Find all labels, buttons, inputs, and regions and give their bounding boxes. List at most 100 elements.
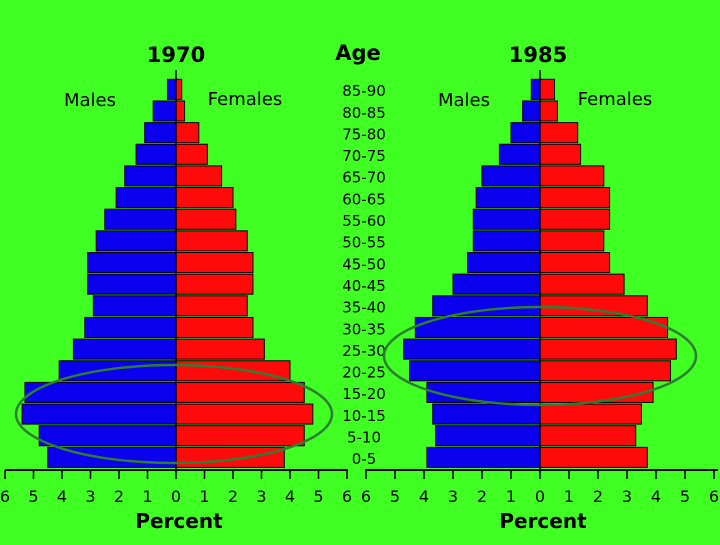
x-tick-label: 3 xyxy=(256,487,266,506)
bar-female-55-60 xyxy=(175,208,237,230)
x-tick-label: 1 xyxy=(142,487,152,506)
x-tick-label: 3 xyxy=(622,487,632,506)
x-tick-label: 5 xyxy=(28,487,38,506)
bar-male-30-35 xyxy=(84,316,177,339)
bar-male-50-55 xyxy=(95,230,177,252)
bar-female-50-55 xyxy=(539,230,605,252)
age-label-25-30: 25-30 xyxy=(342,342,386,360)
x-tick-label: 5 xyxy=(680,487,690,506)
bar-female-5-10 xyxy=(539,425,637,447)
x-axis-title: Percent xyxy=(135,509,223,533)
highlight-ellipse xyxy=(14,363,334,465)
bar-female-35-40 xyxy=(175,295,248,317)
bar-female-85-90 xyxy=(539,78,555,100)
x-tick-label: 4 xyxy=(651,487,661,506)
age-label-10-15: 10-15 xyxy=(342,407,386,425)
age-label-85-90: 85-90 xyxy=(342,82,386,100)
bar-male-55-60 xyxy=(472,208,541,230)
x-tick-label: 4 xyxy=(285,487,295,506)
bar-male-20-25 xyxy=(58,360,177,382)
x-tick-label: 4 xyxy=(57,487,67,506)
bar-female-60-65 xyxy=(539,187,611,209)
bar-female-70-75 xyxy=(175,143,208,165)
age-label-35-40: 35-40 xyxy=(342,299,386,317)
bar-female-80-85 xyxy=(539,100,558,122)
bar-male-5-10 xyxy=(38,425,177,447)
bar-male-80-85 xyxy=(522,100,541,122)
bar-female-35-40 xyxy=(539,295,648,317)
x-tick-label: 2 xyxy=(477,487,487,506)
bar-male-65-70 xyxy=(481,165,541,187)
bar-female-50-55 xyxy=(175,230,248,252)
bar-male-35-40 xyxy=(432,295,541,317)
bar-male-10-15 xyxy=(432,403,541,425)
bar-male-60-65 xyxy=(115,187,177,209)
bar-male-70-75 xyxy=(498,143,541,165)
age-label-30-35: 30-35 xyxy=(342,320,386,338)
bar-female-70-75 xyxy=(539,143,582,165)
bar-male-10-15 xyxy=(21,403,177,425)
x-axis-title: Percent xyxy=(499,509,587,533)
x-tick-label: 0 xyxy=(535,487,545,506)
x-tick-label: 6 xyxy=(709,487,719,506)
bar-female-80-85 xyxy=(175,100,186,122)
x-tick-label: 1 xyxy=(564,487,574,506)
bar-female-75-80 xyxy=(539,122,579,144)
bar-male-35-40 xyxy=(92,295,177,317)
bar-male-40-45 xyxy=(452,273,541,295)
bar-female-65-70 xyxy=(175,165,223,187)
age-label-60-65: 60-65 xyxy=(342,190,386,208)
bar-female-60-65 xyxy=(175,187,234,209)
x-tick-label: 1 xyxy=(506,487,516,506)
age-label-80-85: 80-85 xyxy=(342,104,386,122)
males-label: Males xyxy=(438,90,490,111)
bar-female-30-35 xyxy=(175,316,254,339)
bar-male-65-70 xyxy=(124,165,177,187)
age-label-45-50: 45-50 xyxy=(342,255,386,273)
bar-male-60-65 xyxy=(475,187,541,209)
bar-male-85-90 xyxy=(530,78,541,100)
x-tick-label: 3 xyxy=(85,487,95,506)
bar-female-25-30 xyxy=(175,338,265,360)
bar-male-70-75 xyxy=(135,143,177,165)
age-label-0-5: 0-5 xyxy=(352,450,377,468)
age-axis: Age 0-5 5-10 10-15 15-20 20-25 25-30 30-35 35-4… xyxy=(335,41,386,468)
bar-female-40-45 xyxy=(539,273,625,295)
bar-male-25-30 xyxy=(403,338,541,360)
females-label: Females xyxy=(578,89,652,110)
bar-female-75-80 xyxy=(175,122,200,144)
bar-male-5-10 xyxy=(435,425,541,447)
age-label-5-10: 5-10 xyxy=(347,429,381,447)
bar-male-85-90 xyxy=(166,78,177,100)
panel-title: 1970 xyxy=(147,43,205,67)
bar-female-5-10 xyxy=(175,425,305,447)
age-label-70-75: 70-75 xyxy=(342,147,386,165)
bar-female-25-30 xyxy=(539,338,677,360)
x-tick-label: 4 xyxy=(419,487,429,506)
bar-female-40-45 xyxy=(175,273,254,295)
bar-female-85-90 xyxy=(175,78,183,100)
bar-female-15-20 xyxy=(539,381,654,403)
bar-male-80-85 xyxy=(152,100,177,122)
x-tick-label: 1 xyxy=(199,487,209,506)
bar-female-45-50 xyxy=(175,252,254,274)
bar-male-75-80 xyxy=(510,122,541,144)
bar-male-0-5 xyxy=(426,446,541,468)
x-tick-label: 5 xyxy=(390,487,400,506)
age-label-15-20: 15-20 xyxy=(342,385,386,403)
x-tick-label: 6 xyxy=(342,487,352,506)
bar-male-15-20 xyxy=(426,381,541,403)
age-label-75-80: 75-80 xyxy=(342,125,386,143)
bar-female-45-50 xyxy=(539,252,611,274)
bar-male-45-50 xyxy=(467,252,541,274)
age-label-55-60: 55-60 xyxy=(342,212,386,230)
x-tick-label: 3 xyxy=(448,487,458,506)
males-label: Males xyxy=(64,90,116,111)
bar-female-0-5 xyxy=(175,446,285,468)
bar-female-20-25 xyxy=(175,360,291,382)
bar-male-75-80 xyxy=(144,122,177,144)
age-heading: Age xyxy=(335,41,381,65)
bar-female-20-25 xyxy=(539,360,671,382)
